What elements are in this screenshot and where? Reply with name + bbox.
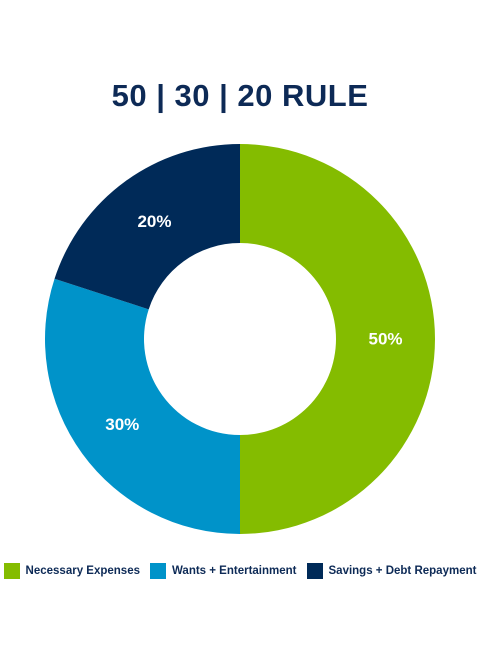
legend-swatch-necessary-expenses bbox=[3, 563, 20, 579]
legend-label-savings-debt: Savings + Debt Repayment bbox=[328, 565, 477, 577]
legend-item-necessary-expenses: Necessary Expenses bbox=[3, 563, 140, 579]
donut-slice-savings-debt bbox=[54, 144, 241, 310]
legend-label-wants-entertainment: Wants + Entertainment bbox=[172, 565, 297, 577]
chart-title: 50 | 30 | 20 RULE bbox=[111, 78, 369, 113]
legend-label-necessary-expenses: Necessary Expenses bbox=[25, 565, 140, 577]
legend-item-wants-entertainment: Wants + Entertainment bbox=[150, 563, 297, 579]
legend-swatch-wants-entertainment bbox=[150, 563, 166, 579]
donut-slice-necessary-expenses bbox=[240, 144, 435, 534]
donut-slice-wants-entertainment bbox=[44, 278, 240, 534]
slice-label-necessary-expenses: 50% bbox=[368, 330, 402, 349]
legend-swatch-savings-debt bbox=[306, 563, 323, 579]
chart-legend: Necessary Expenses Wants + Entertainment… bbox=[0, 563, 480, 579]
legend-item-savings-debt: Savings + Debt Repayment bbox=[306, 563, 477, 579]
slice-label-savings-debt: 20% bbox=[137, 212, 171, 231]
slice-label-wants-entertainment: 30% bbox=[105, 415, 139, 434]
